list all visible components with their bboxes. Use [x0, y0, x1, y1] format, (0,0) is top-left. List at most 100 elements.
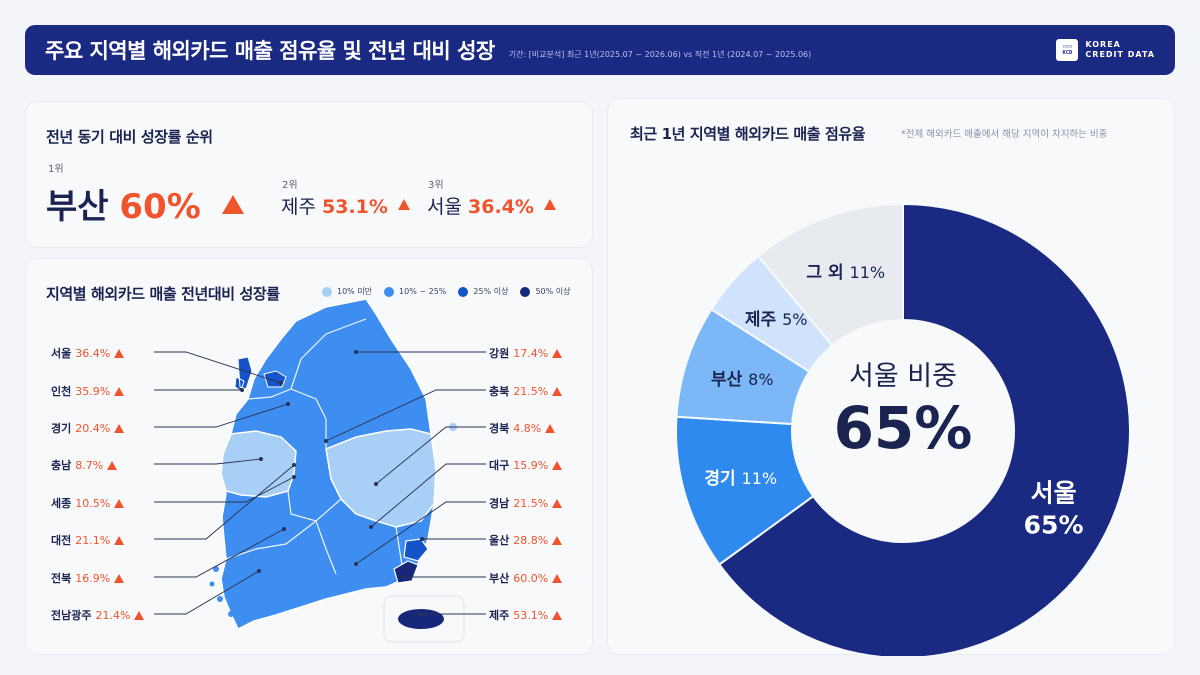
region-name: 제주 — [489, 609, 510, 622]
legend-label: 25% 이상 — [473, 287, 509, 296]
region-value: 21.1% — [75, 533, 111, 547]
up-arrow-icon — [552, 573, 563, 583]
up-arrow-icon — [107, 460, 118, 470]
up-arrow-icon — [397, 199, 410, 210]
region-name: 울산 — [489, 534, 510, 547]
map-region-incheon — [234, 356, 253, 392]
donut-slice-label-4: 그 외 11% — [806, 263, 885, 283]
map-label-sejong: 세종 10.5% — [51, 495, 125, 511]
donut-center-value: 65% — [834, 394, 973, 462]
map-label-gyeongnam: 경남 21.5% — [489, 495, 563, 511]
region-name: 전남광주 — [51, 609, 92, 622]
legend-label: 50% 이상 — [535, 287, 571, 296]
kcd-logo-icon: ▫▫▫ KCD — [1056, 39, 1079, 61]
region-value: 21.5% — [513, 384, 549, 398]
up-arrow-icon — [114, 348, 125, 358]
map-region-busan — [393, 560, 419, 584]
rank-2: 제주 53.1% — [281, 192, 410, 219]
rank-2-region: 제주 — [281, 196, 316, 218]
region-name: 강원 — [489, 347, 510, 360]
legend-label: 10% 미만 — [337, 287, 373, 296]
region-name: 전북 — [51, 572, 72, 585]
region-value: 53.1% — [513, 608, 549, 622]
region-value: 17.4% — [513, 346, 549, 360]
rank-3-value: 36.4% — [468, 196, 534, 218]
up-arrow-icon — [543, 199, 556, 210]
rank-3-region: 서울 — [427, 196, 462, 218]
donut-slice-label-3: 제주 5% — [745, 310, 808, 330]
region-value: 21.5% — [513, 496, 549, 510]
map-label-jeonnam-gwangju: 전남광주 21.4% — [51, 607, 145, 623]
region-value: 35.9% — [75, 384, 111, 398]
map-label-jeju: 제주 53.1% — [489, 607, 563, 623]
share-title: 최근 1년 지역별 해외카드 매출 점유율 — [630, 125, 866, 143]
region-value: 36.4% — [75, 346, 111, 360]
share-donut-chart: 서울 65% 경기 11% 부산 8% 제주 5% 그 외 11% 서울 비중 65% — [675, 202, 1131, 656]
up-arrow-icon — [552, 386, 563, 396]
brand-logo: ▫▫▫ KCD KOREA CREDIT DATA — [1056, 39, 1155, 61]
up-arrow-icon — [114, 386, 125, 396]
legend-item: 10% ~ 25% — [384, 286, 446, 297]
rank-2-value: 53.1% — [322, 196, 388, 218]
region-value: 15.9% — [513, 458, 549, 472]
map-label-chungbuk: 충북 21.5% — [489, 383, 563, 399]
rank-1-region: 부산 — [46, 187, 109, 227]
up-arrow-icon — [552, 348, 563, 358]
up-arrow-icon — [134, 610, 145, 620]
donut-labels: 서울 65% 경기 11% 부산 8% 제주 5% 그 외 11% — [704, 263, 1083, 540]
map-label-busan: 부산 60.0% — [489, 570, 563, 586]
region-name: 세종 — [51, 497, 72, 510]
brand-line-2: CREDIT DATA — [1085, 50, 1155, 59]
up-arrow-icon — [552, 460, 563, 470]
donut-slice-label-0: 서울 65% — [1024, 479, 1084, 540]
region-name: 대구 — [489, 459, 510, 472]
legend-item: 25% 이상 — [458, 286, 508, 297]
map-label-daejeon: 대전 21.1% — [51, 532, 125, 548]
rank-1: 부산 60% — [46, 179, 244, 228]
up-arrow-icon — [221, 195, 244, 214]
region-value: 10.5% — [75, 496, 111, 510]
brand-line-1: KOREA — [1085, 40, 1121, 49]
map-label-seoul: 서울 36.4% — [51, 345, 125, 361]
map-label-gyeongbuk: 경북 4.8% — [489, 420, 556, 436]
legend-label: 10% ~ 25% — [399, 287, 447, 296]
up-arrow-icon — [114, 535, 125, 545]
region-value: 20.4% — [75, 421, 111, 435]
header-bar: 주요 지역별 해외카드 매출 점유율 및 전년 대비 성장 기간: [비교분석]… — [25, 25, 1175, 75]
region-value: 60.0% — [513, 571, 549, 585]
region-name: 충북 — [489, 385, 510, 398]
rank-3-label: 3위 — [428, 180, 444, 191]
donut-slices — [675, 202, 1131, 656]
legend-item: 50% 이상 — [520, 286, 571, 297]
up-arrow-icon — [114, 573, 125, 583]
region-name: 부산 — [489, 572, 510, 585]
region-name: 경남 — [489, 497, 510, 510]
brand-mark: KCD — [1062, 50, 1073, 56]
region-value: 21.4% — [95, 608, 131, 622]
rank-1-label: 1위 — [48, 164, 64, 175]
map-label-jeonbuk: 전북 16.9% — [51, 570, 125, 586]
region-name: 대전 — [51, 534, 72, 547]
up-arrow-icon — [545, 423, 556, 433]
page-title: 주요 지역별 해외카드 매출 점유율 및 전년 대비 성장 — [45, 39, 495, 63]
region-name: 인천 — [51, 385, 72, 398]
ranking-card: 전년 동기 대비 성장률 순위 1위 부산 60% 2위 제주 53.1% 3위… — [25, 101, 593, 248]
up-arrow-icon — [552, 498, 563, 508]
ranking-title: 전년 동기 대비 성장률 순위 — [46, 128, 213, 146]
donut-hole — [792, 320, 1014, 542]
donut-slice-label-1: 경기 11% — [704, 469, 777, 489]
leader-lines — [154, 351, 486, 615]
rank-1-value: 60% — [119, 187, 201, 227]
share-card: 최근 1년 지역별 해외카드 매출 점유율 *전체 해외카드 매출에서 해당 지… — [607, 98, 1175, 656]
map-title: 지역별 해외카드 매출 전년대비 성장률 — [46, 285, 280, 303]
region-value: 8.7% — [75, 458, 104, 472]
donut-center-label: 서울 비중 — [849, 361, 957, 392]
map-region-chungnam — [220, 430, 297, 498]
up-arrow-icon — [114, 423, 125, 433]
legend-swatch — [520, 286, 531, 297]
map-legend: 10% 미만 10% ~ 25% 25% 이상 50% 이상 — [322, 286, 571, 297]
region-name: 경북 — [489, 422, 510, 435]
region-name: 경기 — [51, 422, 72, 435]
map-label-chungnam: 충남 8.7% — [51, 457, 118, 473]
region-value: 4.8% — [513, 421, 542, 435]
